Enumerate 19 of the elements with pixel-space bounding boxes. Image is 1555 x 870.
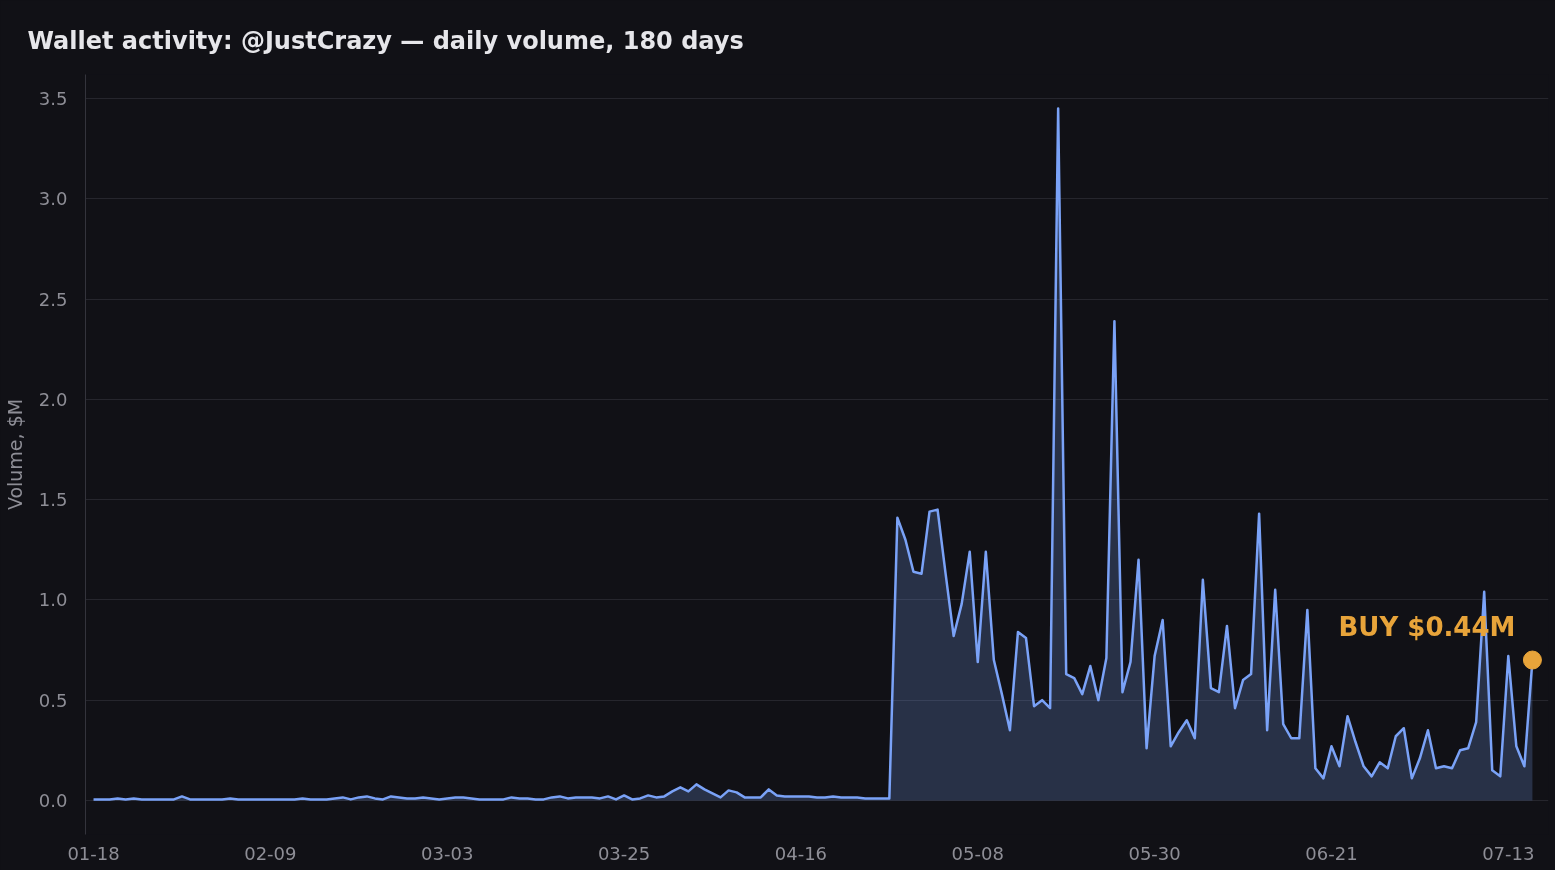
x-tick-label: 05-08 [951, 842, 1004, 864]
x-tick-label: 04-16 [774, 842, 828, 864]
x-tick-label: 07-13 [1482, 842, 1535, 864]
x-tick-label: 02-09 [244, 842, 297, 864]
y-tick-label: 0.0 [38, 789, 68, 811]
y-axis-title: Volume, $M [3, 398, 26, 511]
chart-title: Wallet activity: @JustCrazy — daily volume, 180 days [27, 26, 744, 55]
y-tick-label: 3.0 [38, 188, 68, 210]
y-tick-label: 3.5 [38, 88, 68, 110]
y-tick-label: 2.5 [38, 288, 68, 310]
x-tick-label: 05-30 [1128, 842, 1181, 864]
y-tick-label: 0.5 [38, 689, 68, 711]
x-tick-label: 01-18 [67, 842, 120, 864]
y-tick-label: 1.5 [38, 489, 68, 511]
x-tick-label: 03-25 [597, 842, 651, 864]
x-tick-label: 06-21 [1305, 842, 1358, 864]
y-tick-label: 2.0 [38, 388, 68, 410]
x-tick-label: 03-03 [421, 842, 474, 864]
y-tick-label: 1.0 [38, 589, 68, 611]
